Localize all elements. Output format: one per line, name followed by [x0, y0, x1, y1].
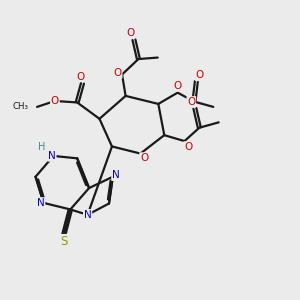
Text: CH₃: CH₃: [13, 102, 29, 111]
Text: O: O: [187, 97, 195, 107]
Text: O: O: [196, 70, 204, 80]
Text: N: N: [112, 170, 120, 180]
Text: O: O: [76, 72, 84, 82]
Text: O: O: [51, 96, 59, 106]
Text: O: O: [126, 28, 134, 38]
Text: N: N: [37, 198, 44, 208]
Text: N: N: [84, 210, 92, 220]
Text: H: H: [38, 142, 46, 152]
Text: S: S: [60, 235, 68, 248]
Text: N: N: [48, 151, 56, 161]
Text: O: O: [113, 68, 122, 78]
Text: O: O: [173, 81, 182, 91]
Text: O: O: [140, 153, 148, 163]
Text: O: O: [184, 142, 192, 152]
